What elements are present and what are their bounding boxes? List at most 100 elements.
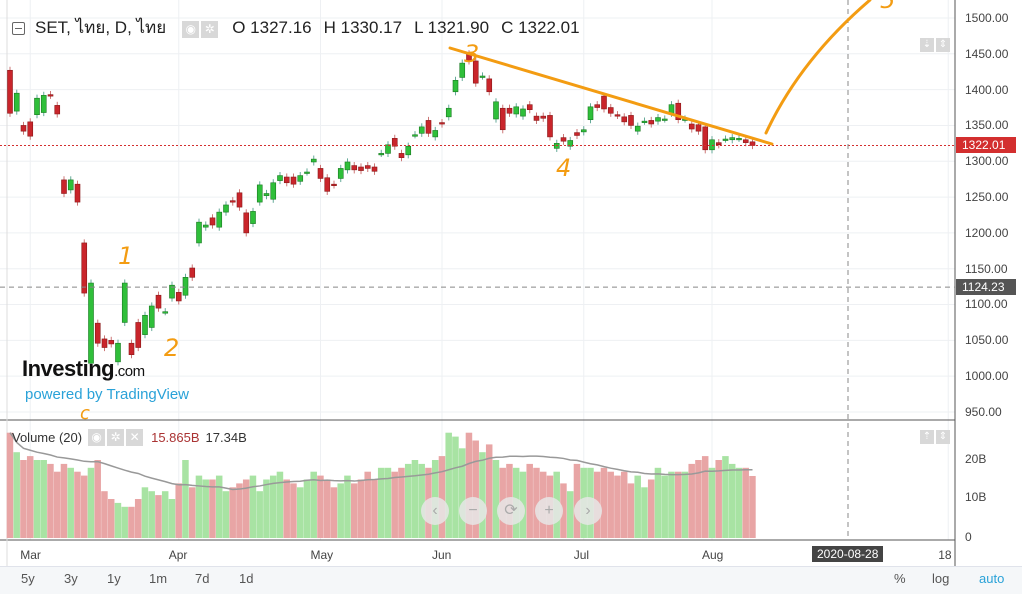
range-3y[interactable]: 3y [64,571,78,586]
candle [567,140,574,147]
auto-toggle[interactable]: auto [979,571,1005,586]
annotation-c: c [80,403,90,424]
range-7d[interactable]: 7d [195,571,210,586]
candle [88,282,94,364]
candle [378,153,385,156]
volume-tick: 10B [965,490,987,504]
volume-bar [40,460,47,538]
volume-bar [674,471,682,538]
eye-icon[interactable]: ◉ [182,21,200,38]
candle [101,338,108,348]
candle [452,80,459,93]
range-1d[interactable]: 1d [239,571,254,586]
volume-bar [310,471,317,538]
candle [324,177,331,192]
volume-bar [614,475,621,538]
candle [722,138,729,141]
candle [209,217,216,226]
range-1m[interactable]: 1m [149,571,168,586]
low-value: L 1321.90 [414,18,490,37]
candle [40,95,47,113]
volume-bar [681,471,689,538]
volume-bar [391,471,398,538]
candle [175,292,182,302]
volume-bar [6,432,14,538]
range-5y[interactable]: 5y [21,571,35,586]
symbol-header: SET, ไทย, D, ไทย ◉ ✲ O 1327.16 H 1330.17 … [12,18,580,38]
volume-bar [121,506,128,538]
candle [47,94,54,97]
zoom-in-button[interactable]: + [535,497,563,525]
maximize-icon[interactable]: ⇕ [936,430,950,444]
annotation-3: 3 [464,40,480,68]
volume-bar [411,460,419,538]
trendline [448,46,774,146]
move-up-icon[interactable]: ⇡ [920,430,934,444]
candle [472,60,479,84]
move-down-icon[interactable]: ⇣ [920,38,934,52]
scroll-right-button[interactable]: › [574,497,602,525]
gear-icon[interactable]: ✲ [201,21,219,38]
zoom-out-button[interactable]: − [459,497,487,525]
reset-button[interactable]: ⟳ [497,497,525,525]
candle [634,125,641,132]
volume-bar [74,471,81,538]
gear-icon[interactable]: ✲ [107,429,125,446]
bottom-toolbar: 5y 3y 1y 1m 7d 1d % log auto [0,566,1022,594]
volume-value: 15.865B [151,429,200,445]
volume-bar [695,460,702,538]
eye-icon[interactable]: ◉ [88,429,106,446]
volume-bar [398,467,405,538]
volume-bar [350,483,358,538]
candle [587,106,594,121]
close-icon[interactable]: ✕ [126,429,144,446]
volume-bar [161,491,169,538]
range-1y[interactable]: 1y [107,571,121,586]
volume-ma-line [9,432,753,491]
candle [715,142,722,146]
powered-by-link[interactable]: powered by TradingView [25,386,189,403]
volume-bar [209,479,216,538]
candle [13,92,20,112]
candle [445,107,452,118]
volume-bar [371,479,378,538]
price-tick: 1150.00 [965,261,1008,276]
volume-bar [128,506,135,538]
volume-bar [87,467,95,538]
candle [344,161,351,171]
volume-bar [641,487,648,538]
date-tick: Jul [573,548,590,562]
candle [594,104,601,108]
volume-bar [722,456,729,538]
candle [607,107,614,114]
candle [641,120,648,123]
candle [263,193,270,196]
candle [202,224,209,228]
scroll-left-button[interactable]: ‹ [421,497,449,525]
candle [67,179,74,191]
volume-bar [330,487,338,538]
candle [533,115,540,121]
candle [169,284,175,299]
volume-bar [472,440,479,538]
candle [148,305,155,328]
volume-bar [175,483,182,538]
percent-toggle[interactable]: % [894,571,906,586]
volume-bar [566,491,574,538]
volume-bar [276,471,284,538]
candle [405,145,412,156]
volume-bar [26,456,34,538]
volume-bar [20,460,27,538]
date-tick: May [310,548,334,562]
volume-bar [283,479,290,538]
price-pane-controls: ⇣ ⇕ [920,38,950,52]
collapse-icon[interactable] [12,21,25,35]
crosshair-date-label: 2020-08-28 [812,546,884,562]
price-tick: 1450.00 [965,46,1009,61]
candle [331,183,337,186]
log-toggle[interactable]: log [932,571,950,586]
candle [229,200,236,203]
maximize-icon[interactable]: ⇕ [936,38,950,52]
candle [479,75,486,78]
